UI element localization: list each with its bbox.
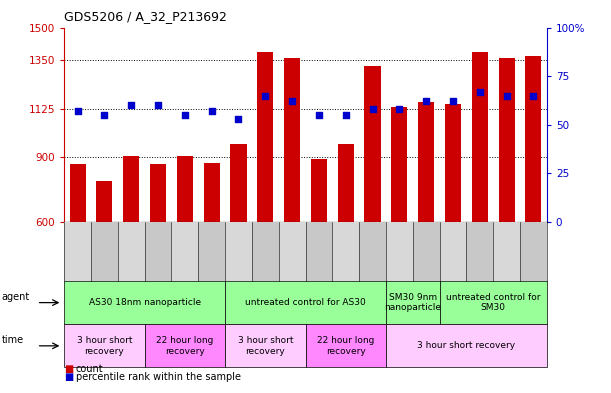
Text: SM30 9nm
nanoparticle: SM30 9nm nanoparticle bbox=[384, 293, 441, 312]
Point bbox=[422, 98, 431, 105]
Bar bbox=[123, 156, 139, 352]
Bar bbox=[525, 55, 541, 352]
Point bbox=[207, 108, 216, 114]
Text: ■: ■ bbox=[64, 372, 73, 382]
Text: 3 hour short
recovery: 3 hour short recovery bbox=[238, 336, 293, 356]
Bar bbox=[177, 156, 193, 352]
Text: AS30 18nm nanoparticle: AS30 18nm nanoparticle bbox=[89, 298, 200, 307]
Bar bbox=[257, 52, 273, 352]
Bar bbox=[499, 58, 514, 352]
Point bbox=[314, 112, 324, 118]
Text: ■: ■ bbox=[64, 364, 73, 374]
Bar bbox=[150, 163, 166, 352]
Point bbox=[260, 92, 270, 99]
Bar bbox=[284, 58, 300, 352]
Text: count: count bbox=[76, 364, 103, 374]
Text: GDS5206 / A_32_P213692: GDS5206 / A_32_P213692 bbox=[64, 10, 227, 23]
Text: 22 hour long
recovery: 22 hour long recovery bbox=[156, 336, 213, 356]
Bar bbox=[203, 163, 220, 352]
Bar bbox=[338, 144, 354, 352]
Bar bbox=[230, 144, 246, 352]
Bar bbox=[311, 159, 327, 352]
Text: 3 hour short
recovery: 3 hour short recovery bbox=[76, 336, 132, 356]
Text: agent: agent bbox=[2, 292, 30, 302]
Point bbox=[287, 98, 297, 105]
Point bbox=[368, 106, 378, 112]
Text: 3 hour short recovery: 3 hour short recovery bbox=[417, 342, 516, 350]
Point bbox=[233, 116, 243, 122]
Point bbox=[529, 92, 538, 99]
Bar bbox=[391, 107, 408, 352]
Point bbox=[153, 102, 163, 108]
Point bbox=[448, 98, 458, 105]
Bar bbox=[445, 104, 461, 352]
Bar bbox=[418, 102, 434, 352]
Text: untreated control for
SM30: untreated control for SM30 bbox=[446, 293, 541, 312]
Text: percentile rank within the sample: percentile rank within the sample bbox=[76, 372, 241, 382]
Text: time: time bbox=[2, 335, 24, 345]
Text: untreated control for AS30: untreated control for AS30 bbox=[245, 298, 366, 307]
Point bbox=[73, 108, 82, 114]
Point bbox=[475, 88, 485, 95]
Text: 22 hour long
recovery: 22 hour long recovery bbox=[317, 336, 375, 356]
Point bbox=[341, 112, 351, 118]
Bar bbox=[97, 181, 112, 352]
Point bbox=[126, 102, 136, 108]
Bar bbox=[472, 52, 488, 352]
Point bbox=[502, 92, 511, 99]
Point bbox=[100, 112, 109, 118]
Point bbox=[395, 106, 404, 112]
Bar bbox=[70, 163, 86, 352]
Point bbox=[180, 112, 190, 118]
Bar bbox=[365, 66, 381, 352]
